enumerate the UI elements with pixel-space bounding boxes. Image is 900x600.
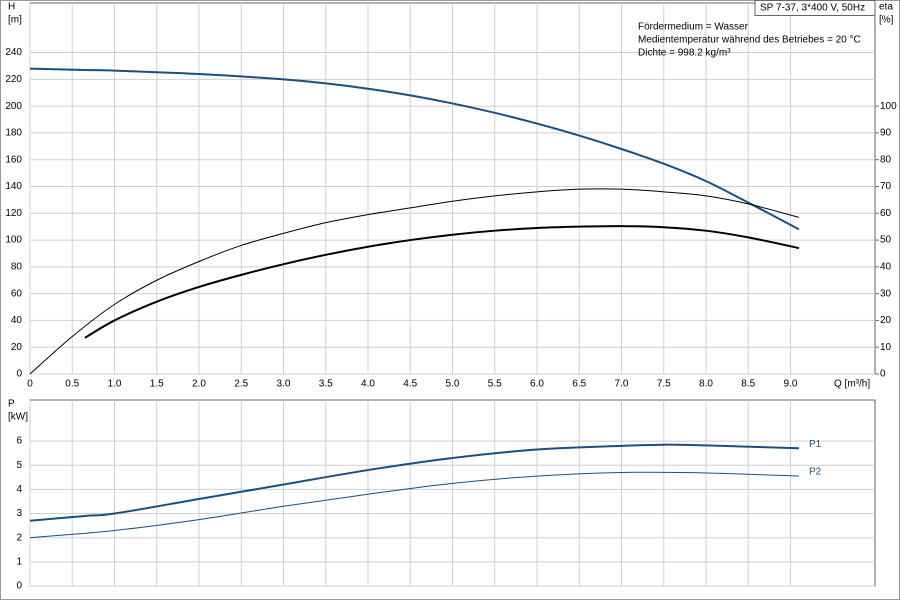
- y-tick-label: 140: [5, 181, 22, 192]
- y-tick-label: 0: [16, 369, 22, 380]
- x-tick-label: 5.5: [488, 379, 502, 390]
- y-tick-label: 2: [16, 532, 22, 543]
- y2-tick-label: 80: [880, 154, 892, 165]
- x-tick-label: 0: [27, 379, 33, 390]
- y-tick-label: 220: [5, 74, 22, 85]
- y-tick-label: 160: [5, 154, 22, 165]
- y-tick-label: 4: [16, 484, 22, 495]
- x-tick-label: 1.0: [108, 379, 122, 390]
- x-tick-label: 3.0: [277, 379, 291, 390]
- x-tick-label: 7.5: [657, 379, 671, 390]
- x-tick-label: 5.0: [446, 379, 460, 390]
- x-tick-label: 4.5: [403, 379, 417, 390]
- annotation: Medientemperatur während des Betriebes =…: [638, 35, 861, 46]
- x-tick-label: 8.5: [741, 379, 755, 390]
- y-tick-label: 200: [5, 101, 22, 112]
- x-tick-label: 4.0: [361, 379, 375, 390]
- y-tick-label: 180: [5, 128, 22, 139]
- x-tick-label: 6.0: [530, 379, 544, 390]
- x-tick-label: 2.5: [234, 379, 248, 390]
- x-tick-label: 8.0: [699, 379, 713, 390]
- y-tick-label: 240: [5, 47, 22, 58]
- y-tick-label: 3: [16, 508, 22, 519]
- y2-tick-label: 40: [880, 261, 892, 272]
- y-tick-label: 40: [11, 315, 23, 326]
- x-tick-label: 0.5: [65, 379, 79, 390]
- x-tick-label: 7.0: [615, 379, 629, 390]
- y-tick-label: 100: [5, 235, 22, 246]
- y2-tick-label: 20: [880, 315, 892, 326]
- curve: [84, 225, 800, 339]
- y-tick-label: 6: [16, 436, 22, 447]
- y2-axis-label: [%]: [879, 15, 894, 26]
- y-tick-label: 120: [5, 208, 22, 219]
- x-tick-label: 1.5: [150, 379, 164, 390]
- y2-tick-label: 70: [880, 181, 892, 192]
- y2-tick-label: 30: [880, 288, 892, 299]
- y-axis-label: [kW]: [8, 412, 28, 423]
- x-tick-label: 6.5: [572, 379, 586, 390]
- info-text: SP 7-37, 3*400 V, 50Hz: [760, 3, 865, 14]
- y2-tick-label: 50: [880, 235, 892, 246]
- y-tick-label: 80: [11, 261, 23, 272]
- x-tick-label: 9.0: [784, 379, 798, 390]
- curve: [29, 67, 800, 231]
- series-label: P1: [809, 439, 822, 450]
- y2-tick-label: 10: [880, 342, 892, 353]
- curve: [29, 443, 799, 522]
- series-label: P2: [809, 467, 822, 478]
- x-tick-label: 3.5: [319, 379, 333, 390]
- y2-tick-label: 60: [880, 208, 892, 219]
- curve: [29, 471, 799, 539]
- y2-axis-label: eta: [879, 2, 893, 13]
- y-tick-label: 20: [11, 342, 23, 353]
- y-tick-label: 0: [16, 581, 22, 592]
- info-box: [754, 0, 876, 16]
- y2-tick-label: 100: [880, 101, 897, 112]
- y-tick-label: 5: [16, 460, 22, 471]
- curve: [29, 188, 800, 375]
- y-tick-label: 60: [11, 288, 23, 299]
- x-axis-label: Q [m³/h]: [834, 379, 870, 390]
- y-tick-label: 1: [16, 556, 22, 567]
- y-axis-label: H: [8, 2, 15, 13]
- y-axis-label: [m]: [8, 15, 22, 26]
- y2-tick-label: 90: [880, 128, 892, 139]
- annotation: Fördermedium = Wasser: [638, 22, 749, 33]
- y2-tick-label: 0: [880, 369, 886, 380]
- y-axis-label: P: [8, 399, 15, 410]
- x-tick-label: 2.0: [192, 379, 206, 390]
- annotation: Dichte = 998.2 kg/m³: [638, 48, 731, 59]
